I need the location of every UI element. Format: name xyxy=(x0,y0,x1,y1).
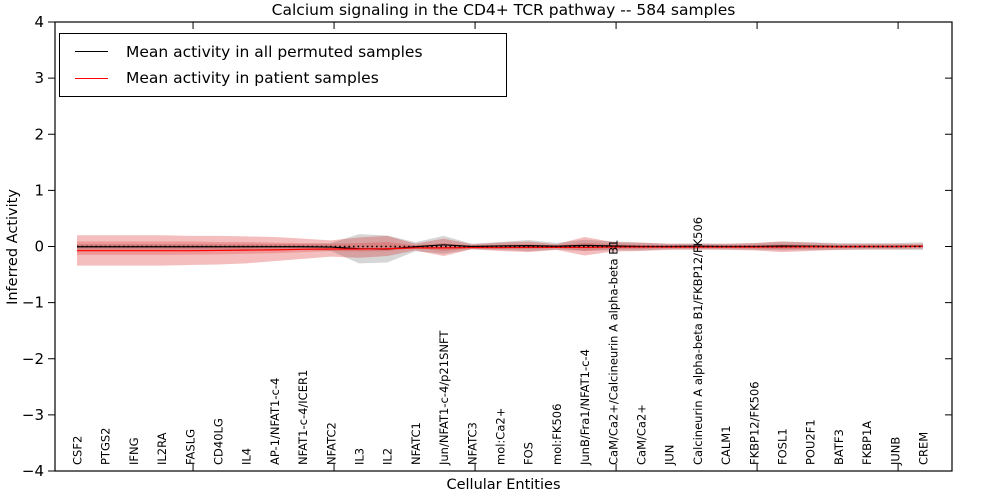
y-tick-label: 2 xyxy=(34,125,44,143)
x-tick-label: NFATC3 xyxy=(465,422,479,465)
patient-line-sample xyxy=(75,77,108,79)
permuted-line-sample xyxy=(75,51,108,53)
x-tick-label: JUN xyxy=(663,445,677,466)
y-tick-label: −1 xyxy=(22,294,44,312)
patient-outer-band xyxy=(77,235,923,266)
x-tick-label: CREM xyxy=(917,432,931,465)
x-tick-label: CSF2 xyxy=(71,436,85,465)
x-tick-label: NFATC2 xyxy=(324,422,338,465)
x-tick-label: FOSL1 xyxy=(776,428,790,465)
x-tick-label: CaM/Ca2+/Calcineurin A alpha-beta B1 xyxy=(606,240,620,465)
x-tick-label: PTGS2 xyxy=(99,428,113,466)
x-tick-label: FOS xyxy=(522,442,536,465)
x-tick-label: FKBP1A xyxy=(860,421,874,465)
y-tick-label: −2 xyxy=(22,350,44,368)
x-tick-label: IL2 xyxy=(381,448,395,465)
x-tick-label: CaM/Ca2+ xyxy=(635,404,649,465)
plot-border xyxy=(54,21,953,472)
x-tick-label: IL4 xyxy=(240,448,254,465)
x-tick-label: BATF3 xyxy=(832,429,846,465)
y-tick-label: 1 xyxy=(34,181,44,199)
x-tick-label: NFAT1-c-4/ICER1 xyxy=(296,370,310,465)
y-tick-label: 4 xyxy=(34,13,44,31)
x-tick-label: AP-1/NFAT1-c-4 xyxy=(268,378,282,465)
x-tick-label: Calcineurin A alpha-beta B1/FKBP12/FK506 xyxy=(691,217,705,465)
y-tick-label: 0 xyxy=(34,238,44,256)
chart-title: Calcium signaling in the CD4+ TCR pathwa… xyxy=(271,1,736,19)
x-tick-label: POU2F1 xyxy=(804,419,818,465)
legend-item-permuted: Mean activity in all permuted samples xyxy=(60,43,506,61)
x-tick-label: FASLG xyxy=(183,429,197,465)
y-tick-label: −4 xyxy=(22,462,44,480)
legend-label-patient: Mean activity in patient samples xyxy=(126,69,379,88)
x-tick-label: CALM1 xyxy=(719,425,733,465)
legend: Mean activity in all permuted samples Me… xyxy=(59,33,507,97)
y-tick-label: 3 xyxy=(34,69,44,87)
legend-item-patient: Mean activity in patient samples xyxy=(60,69,506,87)
x-tick-label: NFATC1 xyxy=(409,422,423,465)
x-tick-label: mol:FK506 xyxy=(550,404,564,465)
permuted-std-band xyxy=(77,234,923,264)
y-axis-title: Inferred Activity xyxy=(5,189,21,305)
x-tick-label: CD40LG xyxy=(212,418,226,465)
legend-label-permuted: Mean activity in all permuted samples xyxy=(126,42,423,61)
x-tick-label: FKBP12/FK506 xyxy=(747,381,761,465)
x-tick-label: IL2RA xyxy=(155,432,169,465)
x-tick-label: JUNB xyxy=(888,437,902,466)
x-tick-label: JunB/Fra1/NFAT1-c-4 xyxy=(578,349,592,466)
x-tick-label: IL3 xyxy=(353,448,367,465)
y-tick-label: −3 xyxy=(22,406,44,424)
x-tick-label: mol:Ca2+ xyxy=(494,408,508,465)
x-axis-title: Cellular Entities xyxy=(446,477,561,493)
x-tick-label: Jun/NFAT1-c-4/p21SNFT xyxy=(437,330,451,466)
x-tick-label: IFNG xyxy=(127,437,141,465)
